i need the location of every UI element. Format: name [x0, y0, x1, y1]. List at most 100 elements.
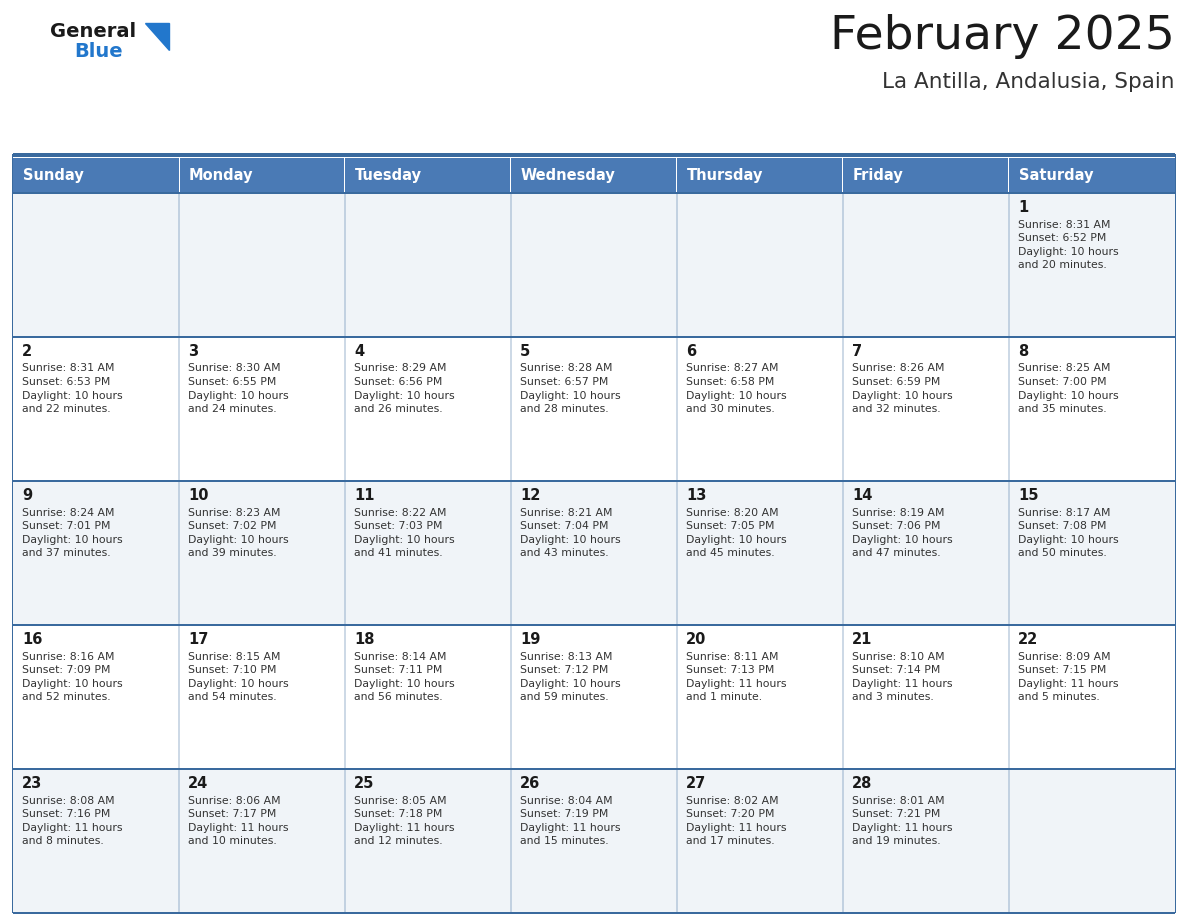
Text: Thursday: Thursday — [687, 168, 764, 183]
Text: Sunrise: 8:15 AM
Sunset: 7:10 PM
Daylight: 10 hours
and 54 minutes.: Sunrise: 8:15 AM Sunset: 7:10 PM Dayligh… — [188, 652, 289, 702]
Bar — [1009, 193, 1175, 337]
Text: 16: 16 — [23, 632, 43, 646]
Text: 8: 8 — [1018, 343, 1029, 359]
Bar — [677, 625, 843, 769]
Text: Sunrise: 8:26 AM
Sunset: 6:59 PM
Daylight: 10 hours
and 32 minutes.: Sunrise: 8:26 AM Sunset: 6:59 PM Dayligh… — [852, 364, 953, 414]
Text: 28: 28 — [852, 776, 872, 790]
Text: 23: 23 — [23, 776, 43, 790]
Bar — [179, 193, 345, 337]
Bar — [13, 481, 179, 625]
Text: Sunrise: 8:09 AM
Sunset: 7:15 PM
Daylight: 11 hours
and 5 minutes.: Sunrise: 8:09 AM Sunset: 7:15 PM Dayligh… — [1018, 652, 1118, 702]
Bar — [345, 337, 511, 481]
Bar — [1009, 625, 1175, 769]
Bar — [677, 481, 843, 625]
Text: Sunrise: 8:10 AM
Sunset: 7:14 PM
Daylight: 11 hours
and 3 minutes.: Sunrise: 8:10 AM Sunset: 7:14 PM Dayligh… — [852, 652, 953, 702]
Bar — [511, 625, 677, 769]
Text: 17: 17 — [188, 632, 208, 646]
Text: 9: 9 — [23, 487, 32, 502]
Bar — [511, 481, 677, 625]
Text: Saturday: Saturday — [1019, 168, 1093, 183]
Bar — [511, 337, 677, 481]
Bar — [13, 193, 179, 337]
Bar — [843, 337, 1009, 481]
Bar — [843, 625, 1009, 769]
Text: 6: 6 — [685, 343, 696, 359]
Bar — [677, 769, 843, 913]
Text: 20: 20 — [685, 632, 707, 646]
Bar — [677, 193, 843, 337]
Bar — [677, 337, 843, 481]
Bar — [13, 912, 1175, 914]
Bar — [1009, 193, 1010, 913]
Text: 24: 24 — [188, 776, 208, 790]
Bar — [13, 624, 1175, 626]
Text: Sunrise: 8:08 AM
Sunset: 7:16 PM
Daylight: 11 hours
and 8 minutes.: Sunrise: 8:08 AM Sunset: 7:16 PM Dayligh… — [23, 796, 122, 846]
Text: 5: 5 — [520, 343, 530, 359]
Text: Sunrise: 8:19 AM
Sunset: 7:06 PM
Daylight: 10 hours
and 47 minutes.: Sunrise: 8:19 AM Sunset: 7:06 PM Dayligh… — [852, 508, 953, 558]
Text: La Antilla, Andalusia, Spain: La Antilla, Andalusia, Spain — [883, 72, 1175, 92]
Bar — [345, 158, 511, 193]
Bar — [345, 481, 511, 625]
Text: 25: 25 — [354, 776, 374, 790]
Text: Sunrise: 8:28 AM
Sunset: 6:57 PM
Daylight: 10 hours
and 28 minutes.: Sunrise: 8:28 AM Sunset: 6:57 PM Dayligh… — [520, 364, 620, 414]
Text: Sunrise: 8:27 AM
Sunset: 6:58 PM
Daylight: 10 hours
and 30 minutes.: Sunrise: 8:27 AM Sunset: 6:58 PM Dayligh… — [685, 364, 786, 414]
Bar — [13, 337, 179, 481]
Bar — [13, 152, 1175, 157]
Bar — [12, 153, 13, 913]
Text: Sunrise: 8:05 AM
Sunset: 7:18 PM
Daylight: 11 hours
and 12 minutes.: Sunrise: 8:05 AM Sunset: 7:18 PM Dayligh… — [354, 796, 455, 846]
Text: Sunrise: 8:01 AM
Sunset: 7:21 PM
Daylight: 11 hours
and 19 minutes.: Sunrise: 8:01 AM Sunset: 7:21 PM Dayligh… — [852, 796, 953, 846]
Text: Tuesday: Tuesday — [355, 168, 422, 183]
Text: Sunrise: 8:30 AM
Sunset: 6:55 PM
Daylight: 10 hours
and 24 minutes.: Sunrise: 8:30 AM Sunset: 6:55 PM Dayligh… — [188, 364, 289, 414]
Bar — [843, 193, 1009, 337]
Text: 12: 12 — [520, 487, 541, 502]
Bar — [511, 769, 677, 913]
Bar — [1009, 337, 1175, 481]
Text: February 2025: February 2025 — [830, 14, 1175, 59]
Bar — [677, 158, 843, 193]
Text: Sunrise: 8:11 AM
Sunset: 7:13 PM
Daylight: 11 hours
and 1 minute.: Sunrise: 8:11 AM Sunset: 7:13 PM Dayligh… — [685, 652, 786, 702]
Text: General: General — [50, 22, 137, 41]
Text: Sunrise: 8:21 AM
Sunset: 7:04 PM
Daylight: 10 hours
and 43 minutes.: Sunrise: 8:21 AM Sunset: 7:04 PM Dayligh… — [520, 508, 620, 558]
Text: 22: 22 — [1018, 632, 1038, 646]
Bar — [1175, 153, 1176, 913]
Text: 13: 13 — [685, 487, 707, 502]
Text: 1: 1 — [1018, 199, 1029, 215]
Bar — [345, 625, 511, 769]
Bar — [13, 158, 179, 193]
Bar — [13, 767, 1175, 770]
Text: Sunrise: 8:29 AM
Sunset: 6:56 PM
Daylight: 10 hours
and 26 minutes.: Sunrise: 8:29 AM Sunset: 6:56 PM Dayligh… — [354, 364, 455, 414]
Text: Sunrise: 8:25 AM
Sunset: 7:00 PM
Daylight: 10 hours
and 35 minutes.: Sunrise: 8:25 AM Sunset: 7:00 PM Dayligh… — [1018, 364, 1119, 414]
Bar — [179, 158, 345, 193]
Text: 11: 11 — [354, 487, 374, 502]
Text: 18: 18 — [354, 632, 374, 646]
Bar — [13, 769, 179, 913]
Text: Sunrise: 8:13 AM
Sunset: 7:12 PM
Daylight: 10 hours
and 59 minutes.: Sunrise: 8:13 AM Sunset: 7:12 PM Dayligh… — [520, 652, 620, 702]
Text: Sunrise: 8:31 AM
Sunset: 6:52 PM
Daylight: 10 hours
and 20 minutes.: Sunrise: 8:31 AM Sunset: 6:52 PM Dayligh… — [1018, 219, 1119, 270]
Bar — [1009, 481, 1175, 625]
Text: 26: 26 — [520, 776, 541, 790]
Text: 21: 21 — [852, 632, 872, 646]
Bar — [511, 158, 677, 193]
Text: 15: 15 — [1018, 487, 1038, 502]
Bar — [13, 480, 1175, 482]
Text: Blue: Blue — [74, 42, 122, 61]
Text: Sunrise: 8:04 AM
Sunset: 7:19 PM
Daylight: 11 hours
and 15 minutes.: Sunrise: 8:04 AM Sunset: 7:19 PM Dayligh… — [520, 796, 620, 846]
Text: 4: 4 — [354, 343, 365, 359]
Text: 27: 27 — [685, 776, 706, 790]
Text: Sunrise: 8:17 AM
Sunset: 7:08 PM
Daylight: 10 hours
and 50 minutes.: Sunrise: 8:17 AM Sunset: 7:08 PM Dayligh… — [1018, 508, 1119, 558]
Text: Sunrise: 8:16 AM
Sunset: 7:09 PM
Daylight: 10 hours
and 52 minutes.: Sunrise: 8:16 AM Sunset: 7:09 PM Dayligh… — [23, 652, 122, 702]
Bar — [13, 336, 1175, 338]
Bar — [843, 481, 1009, 625]
Bar — [843, 158, 1009, 193]
Bar — [511, 193, 677, 337]
Bar — [676, 193, 677, 913]
Bar — [842, 193, 843, 913]
Bar — [345, 193, 346, 913]
Text: 7: 7 — [852, 343, 862, 359]
Bar — [178, 193, 179, 913]
Text: Sunrise: 8:31 AM
Sunset: 6:53 PM
Daylight: 10 hours
and 22 minutes.: Sunrise: 8:31 AM Sunset: 6:53 PM Dayligh… — [23, 364, 122, 414]
Text: 3: 3 — [188, 343, 198, 359]
Bar — [843, 769, 1009, 913]
Bar — [179, 625, 345, 769]
Polygon shape — [145, 23, 169, 50]
